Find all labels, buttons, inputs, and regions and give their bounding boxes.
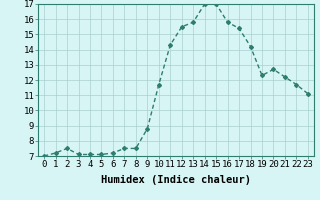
X-axis label: Humidex (Indice chaleur): Humidex (Indice chaleur)	[101, 175, 251, 185]
